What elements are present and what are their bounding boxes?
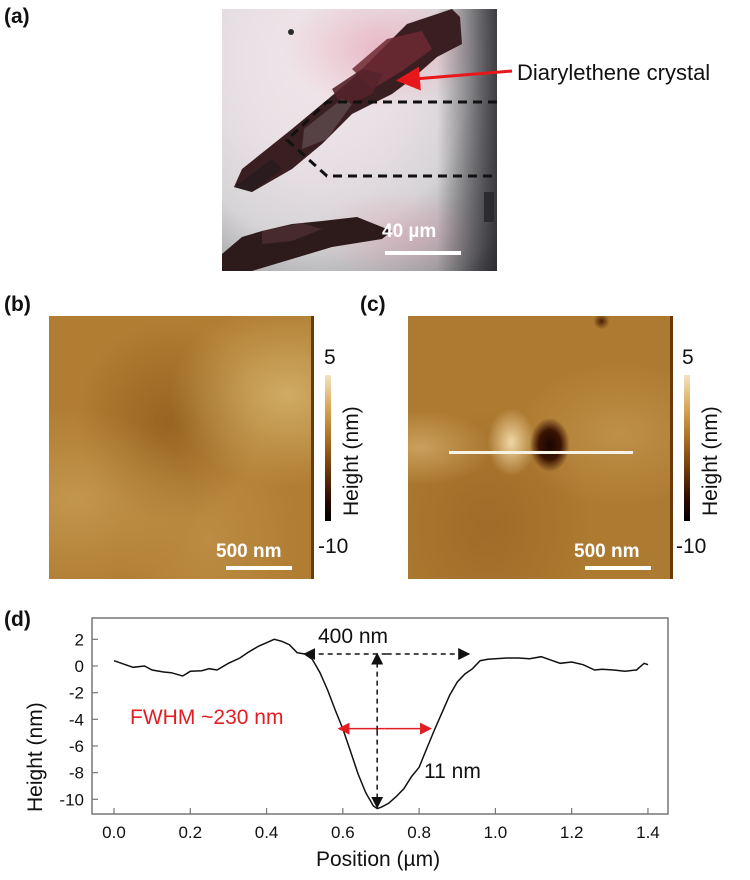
panel-label-d: (d) xyxy=(4,608,31,631)
axis-ticks xyxy=(92,638,649,814)
colorbar-max-c: 5 xyxy=(682,346,694,369)
colorbar-b xyxy=(325,375,331,521)
scale-bar-c xyxy=(585,566,651,570)
svg-text:1.2: 1.2 xyxy=(560,823,584,842)
panel-label-a: (a) xyxy=(4,5,30,28)
colorbar-c xyxy=(684,375,690,521)
colorbar-max-b: 5 xyxy=(324,346,336,369)
scale-bar-label-c: 500 nm xyxy=(574,541,640,562)
annotation-arrow-a xyxy=(396,66,513,91)
colorbar-min-b: -10 xyxy=(318,535,349,558)
svg-text:0.0: 0.0 xyxy=(102,823,126,842)
image-edge xyxy=(670,316,673,579)
scale-bar-a xyxy=(385,251,461,255)
profile-line xyxy=(449,451,633,454)
panel-label-b: (b) xyxy=(4,293,31,316)
y-axis-label: Height (nm) xyxy=(24,702,47,812)
svg-text:1.4: 1.4 xyxy=(636,823,660,842)
tick-labels: 0.0 0.2 0.4 0.6 0.8 1.0 1.2 1.4 2 0 -2 -4 -6 -8 -10 xyxy=(59,630,659,842)
scale-bar-label-b: 500 nm xyxy=(216,541,282,562)
vignette-shade xyxy=(437,9,497,271)
svg-text:0.8: 0.8 xyxy=(407,823,431,842)
colorbar-min-c: -10 xyxy=(676,535,707,558)
scale-bar-b xyxy=(226,566,292,570)
svg-text:-8: -8 xyxy=(69,764,84,783)
depth-annotation: 11 nm xyxy=(424,760,481,783)
svg-text:1.0: 1.0 xyxy=(484,823,508,842)
scale-bar-label-a: 40 µm xyxy=(382,221,437,242)
width-annotation: 400 nm xyxy=(318,625,389,648)
image-edge xyxy=(311,316,314,579)
svg-text:0.4: 0.4 xyxy=(255,823,279,842)
svg-text:0.6: 0.6 xyxy=(331,823,355,842)
svg-text:0: 0 xyxy=(75,657,84,676)
svg-text:-2: -2 xyxy=(69,684,84,703)
optical-micrograph: 40 µm xyxy=(222,9,497,271)
svg-text:-4: -4 xyxy=(69,710,84,729)
svg-text:-6: -6 xyxy=(69,737,84,756)
svg-text:-10: -10 xyxy=(59,790,84,809)
afm-image-before: 500 nm xyxy=(49,316,314,579)
crystal-shapes xyxy=(222,9,497,271)
annotation-arrows xyxy=(303,648,471,809)
svg-text:0.2: 0.2 xyxy=(178,823,202,842)
svg-text:2: 2 xyxy=(75,630,84,649)
panel-label-c: (c) xyxy=(360,293,386,316)
plot-frame xyxy=(91,617,669,815)
crystal-annotation: Diarylethene crystal xyxy=(517,60,711,85)
afm-image-after: 500 nm xyxy=(408,316,673,579)
x-axis-label: Position (µm) xyxy=(316,848,441,871)
fwhm-annotation: FWHM ~230 nm xyxy=(130,706,284,729)
